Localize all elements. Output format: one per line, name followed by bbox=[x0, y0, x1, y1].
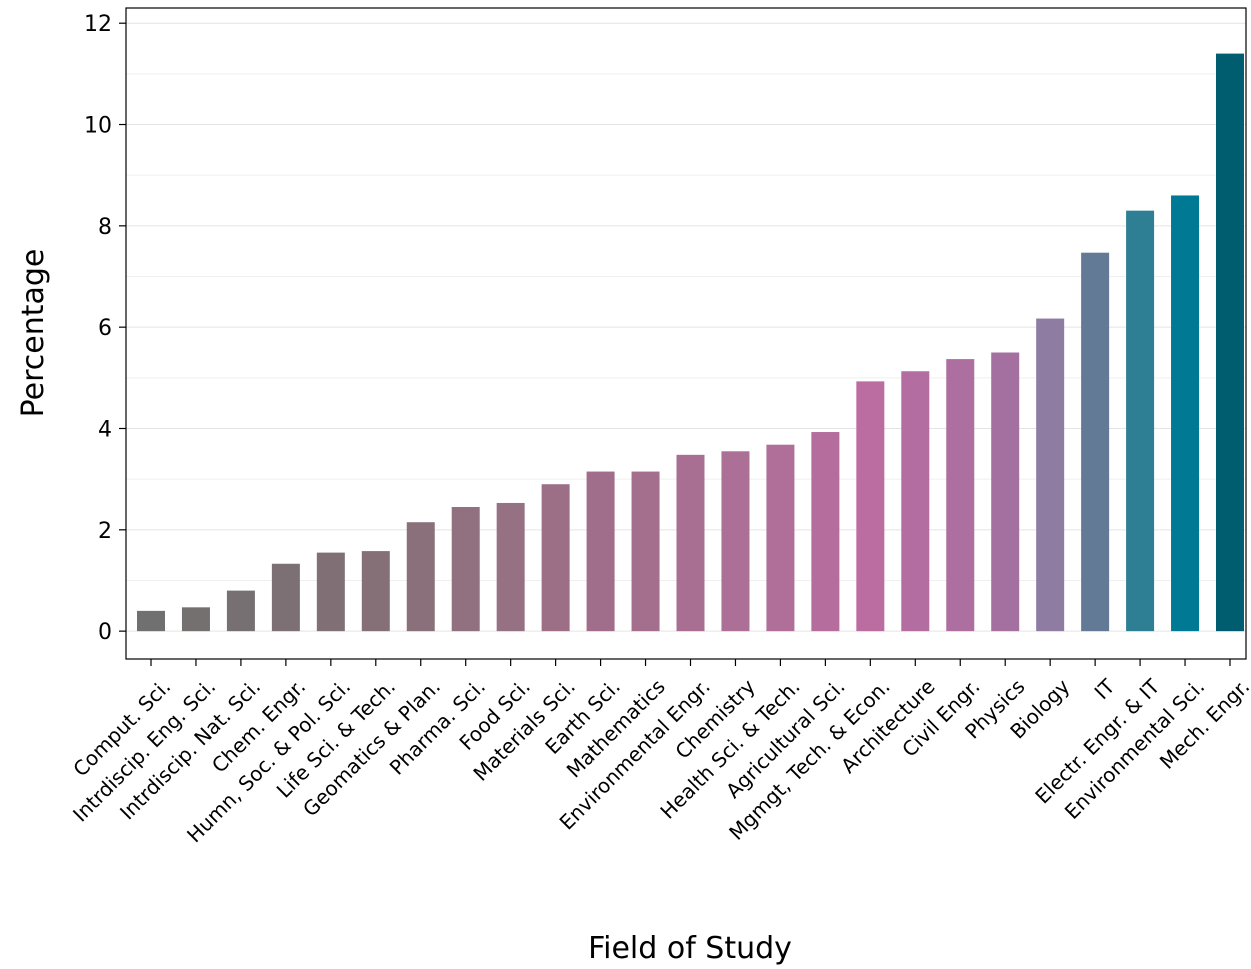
bar bbox=[856, 381, 885, 632]
bar bbox=[1171, 195, 1200, 632]
y-tick-label: 12 bbox=[84, 12, 112, 37]
bar bbox=[766, 444, 795, 632]
y-tick-label: 4 bbox=[98, 417, 112, 442]
bar bbox=[991, 352, 1020, 632]
bar bbox=[586, 471, 615, 632]
y-tick-label: 0 bbox=[98, 620, 112, 645]
bar bbox=[541, 484, 570, 632]
y-axis: 0 2 4 6 8 10 12 bbox=[84, 12, 126, 645]
bar bbox=[361, 551, 390, 632]
y-axis-title: Percentage bbox=[16, 249, 51, 418]
bar bbox=[631, 471, 660, 632]
x-axis: Comput. Sci.Intrdiscip. Eng. Sci.Intrdis… bbox=[68, 659, 1251, 847]
bar bbox=[271, 563, 300, 632]
x-tick-label: IT bbox=[1090, 674, 1120, 704]
bar bbox=[1216, 53, 1244, 632]
y-tick-label: 8 bbox=[98, 215, 112, 240]
bar bbox=[946, 359, 975, 632]
bar bbox=[496, 502, 525, 632]
bar bbox=[811, 432, 840, 632]
bar bbox=[406, 522, 435, 632]
bar bbox=[1081, 252, 1110, 632]
y-tick-label: 6 bbox=[98, 316, 112, 341]
bar bbox=[226, 590, 255, 632]
bar bbox=[676, 454, 705, 632]
plot-frame bbox=[125, 7, 1247, 660]
bar bbox=[721, 451, 750, 632]
x-axis-title: Field of Study bbox=[588, 931, 792, 966]
y-tick-label: 2 bbox=[98, 519, 112, 544]
bar bbox=[1126, 210, 1155, 632]
grid-lines bbox=[126, 22, 1246, 632]
bar bbox=[137, 610, 165, 632]
bar bbox=[451, 507, 480, 632]
y-tick-label: 10 bbox=[84, 114, 112, 139]
bar bbox=[1036, 318, 1065, 632]
bar bbox=[316, 552, 345, 632]
bars bbox=[137, 53, 1244, 632]
bar bbox=[901, 371, 930, 632]
bar bbox=[181, 607, 210, 632]
